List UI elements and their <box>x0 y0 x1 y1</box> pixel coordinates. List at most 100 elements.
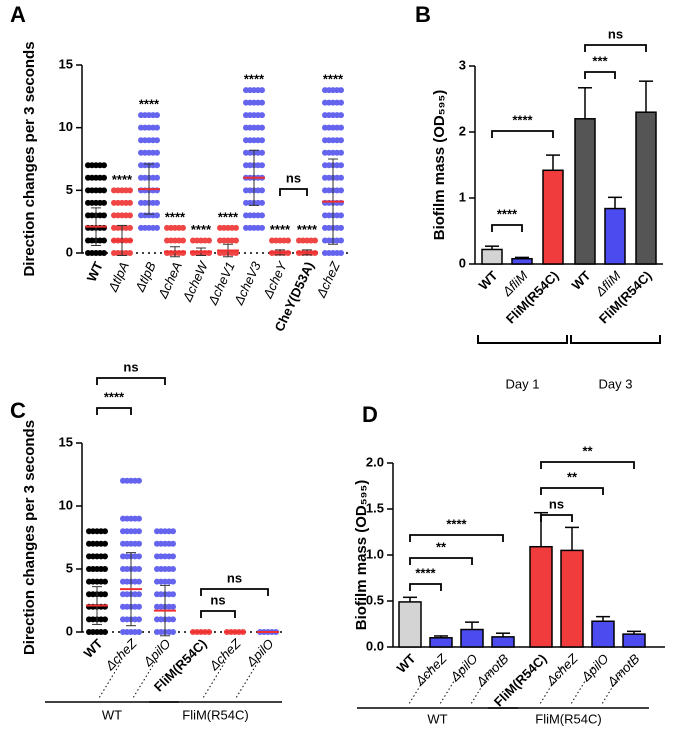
data-point <box>259 199 265 206</box>
y-tick-label: 2.0 <box>366 454 384 469</box>
data-point <box>338 87 344 94</box>
comparison-label: ** <box>582 443 593 458</box>
data-point <box>338 124 344 131</box>
data-point <box>170 578 176 585</box>
x-tick-label: ΔcheZ <box>102 635 141 674</box>
y-tick-label: 5 <box>66 182 73 197</box>
data-point <box>259 112 265 119</box>
data-point <box>136 515 142 522</box>
comparison-label: ns <box>549 496 564 511</box>
y-axis-title: Direction changes per 3 seconds <box>21 41 38 276</box>
panel-letter: A <box>10 2 26 27</box>
group-guide <box>539 667 563 705</box>
data-point <box>127 187 133 194</box>
comparison-label: **** <box>446 516 467 531</box>
data-point <box>101 250 107 256</box>
data-point <box>233 224 239 231</box>
comparison-bracket <box>409 534 504 542</box>
data-point <box>102 616 108 623</box>
bar <box>398 601 422 648</box>
significance-label: **** <box>165 209 186 224</box>
data-point <box>259 212 265 219</box>
data-point <box>338 224 344 231</box>
data-point <box>170 528 176 535</box>
y-axis-title: Biofilm mass (OD₅₉₅) <box>353 480 370 631</box>
comparison-bracket <box>96 377 166 385</box>
data-point <box>102 528 108 535</box>
data-point <box>136 578 142 585</box>
data-point <box>233 250 239 256</box>
group-bracket <box>570 335 661 344</box>
data-point <box>154 162 160 169</box>
bar <box>511 257 533 265</box>
data-point <box>170 629 176 635</box>
y-tick-label: 15 <box>59 56 73 71</box>
group-label: FliM(R54C) <box>182 707 248 722</box>
data-point <box>170 591 176 598</box>
y-tick-label: 1.5 <box>366 500 384 515</box>
group-label: Day 1 <box>506 376 540 391</box>
x-tick-label: WT <box>476 268 501 293</box>
data-point <box>102 578 108 585</box>
group-guide <box>601 667 625 705</box>
data-point <box>154 224 160 231</box>
bar <box>429 637 453 648</box>
data-point <box>206 237 212 244</box>
significance-label: **** <box>191 222 212 237</box>
x-tick-label: ΔcheZ <box>412 650 451 689</box>
data-point <box>180 224 186 231</box>
y-tick-label: 15 <box>59 434 73 449</box>
group-guide <box>470 667 494 705</box>
comparison-label: ** <box>436 539 447 554</box>
group-label: WT <box>427 711 447 726</box>
comparison-bracket <box>540 461 635 469</box>
group-guide <box>570 667 594 705</box>
comparison-bracket <box>200 588 269 596</box>
panel-letter: B <box>415 2 431 27</box>
data-point <box>102 540 108 547</box>
data-point <box>338 137 344 144</box>
group-guide <box>408 667 432 705</box>
y-tick-label: 0 <box>66 623 73 638</box>
data-point <box>154 112 160 119</box>
bar <box>460 628 484 648</box>
comparison-label: **** <box>415 565 436 580</box>
data-point <box>127 250 133 256</box>
group-guide <box>98 661 122 699</box>
data-point <box>312 237 318 244</box>
significance-label: **** <box>139 97 160 112</box>
comparison-label: ns <box>210 592 225 607</box>
comparison-label: *** <box>592 53 608 68</box>
data-point <box>102 566 108 572</box>
data-point <box>136 566 142 572</box>
bar <box>481 248 503 265</box>
comparison-label: **** <box>104 389 125 404</box>
significance-label: **** <box>323 72 344 87</box>
group-label: Day 3 <box>599 376 633 391</box>
data-point <box>170 603 176 610</box>
group-label: FliM(R54C) <box>535 711 601 726</box>
x-tick-label: WT <box>84 259 106 284</box>
x-tick-label: ΔpilO <box>140 636 174 670</box>
panel-letter: C <box>10 398 26 423</box>
data-point <box>338 112 344 119</box>
data-point <box>338 162 344 169</box>
data-point <box>127 199 133 206</box>
data-point <box>338 149 344 156</box>
data-point <box>154 124 160 131</box>
group-guide <box>235 661 259 699</box>
data-point <box>154 212 160 219</box>
x-tick-label: ΔtlpA <box>105 259 132 294</box>
data-point <box>136 603 142 610</box>
comparison-bracket <box>279 188 308 196</box>
y-tick-label: 1.0 <box>366 546 384 561</box>
data-point <box>154 199 160 206</box>
significance-label: **** <box>244 72 265 87</box>
data-point <box>136 616 142 623</box>
group-guide <box>439 667 463 705</box>
data-point <box>136 540 142 547</box>
data-point <box>285 237 291 244</box>
x-tick-label: WT <box>569 268 594 293</box>
data-point <box>259 162 265 169</box>
data-point <box>259 149 265 156</box>
